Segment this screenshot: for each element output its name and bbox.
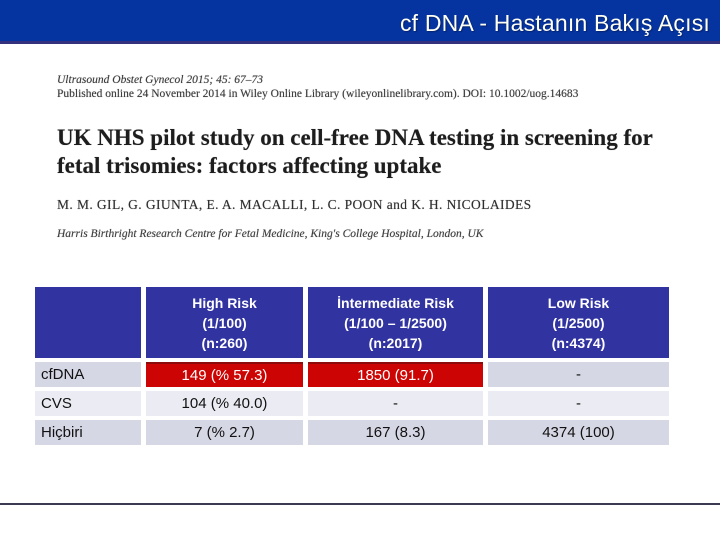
- cell-hicbiri-high: 7 (% 2.7): [146, 420, 303, 445]
- col-intermediate-n: (n:2017): [368, 334, 423, 351]
- cell-hicbiri-intermediate: 167 (8.3): [308, 420, 483, 445]
- row-label-hicbiri: Hiçbiri: [35, 420, 141, 445]
- cell-cfdna-low: -: [488, 362, 669, 387]
- col-intermediate-title: İntermediate Risk: [337, 294, 454, 311]
- cell-cvs-low: -: [488, 391, 669, 416]
- column-header-low-risk: Low Risk (1/2500) (n:4374): [488, 287, 669, 358]
- uptake-table: High Risk (1/100) (n:260) İntermediate R…: [35, 287, 669, 445]
- col-intermediate-ratio: (1/100 – 1/2500): [344, 314, 447, 331]
- cell-cvs-high: 104 (% 40.0): [146, 391, 303, 416]
- journal-citation: Ultrasound Obstet Gynecol 2015; 45: 67–7…: [57, 74, 264, 86]
- cell-cvs-intermediate: -: [308, 391, 483, 416]
- column-header-intermediate-risk: İntermediate Risk (1/100 – 1/2500) (n:20…: [308, 287, 483, 358]
- col-low-n: (n:4374): [551, 334, 606, 351]
- col-low-ratio: (1/2500): [552, 314, 605, 331]
- cell-cfdna-intermediate: 1850 (91.7): [308, 362, 483, 387]
- paper-authors: M. M. GIL, G. GIUNTA, E. A. MACALLI, L. …: [57, 197, 532, 212]
- paper-citation-block: Ultrasound Obstet Gynecol 2015; 45: 67–7…: [57, 74, 672, 240]
- col-high-n: (n:260): [201, 334, 248, 351]
- cell-cfdna-high: 149 (% 57.3): [146, 362, 303, 387]
- col-high-ratio: (1/100): [202, 314, 247, 331]
- col-low-title: Low Risk: [547, 294, 610, 311]
- paper-title: UK NHS pilot study on cell-free DNA test…: [57, 125, 653, 178]
- slide-title-banner: cf DNA - Hastanın Bakış Açısı: [0, 0, 720, 44]
- published-line: Published online 24 November 2014 in Wil…: [57, 88, 579, 100]
- column-header-high-risk: High Risk (1/100) (n:260): [146, 287, 303, 358]
- col-high-title: High Risk: [192, 294, 257, 311]
- table-corner-cell: [35, 287, 141, 358]
- row-label-cvs: CVS: [35, 391, 141, 416]
- row-label-cfdna: cfDNA: [35, 362, 141, 387]
- cell-hicbiri-low: 4374 (100): [488, 420, 669, 445]
- slide-title: cf DNA - Hastanın Bakış Açısı: [399, 10, 710, 36]
- paper-affiliation: Harris Birthright Research Centre for Fe…: [57, 228, 484, 240]
- footer-divider: [0, 503, 720, 505]
